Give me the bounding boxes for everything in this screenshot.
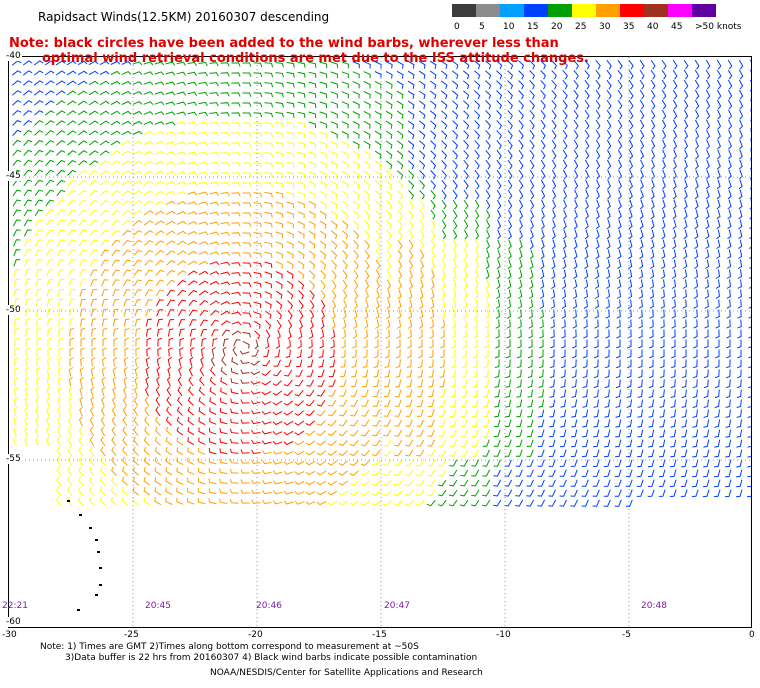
legend-label-45: 45	[671, 22, 683, 32]
lat-lon-grid	[9, 57, 751, 627]
legend-swatch-0	[452, 4, 476, 17]
legend-swatch-45	[668, 4, 692, 17]
isolated-track-points	[67, 500, 102, 611]
legend-label-15: 15	[527, 22, 539, 32]
legend-swatch-5	[476, 4, 500, 17]
lat-label-60: -60	[5, 617, 22, 627]
legend-swatch-35	[620, 4, 644, 17]
legend-label-40: 40	[647, 22, 659, 32]
legend-swatch-10	[500, 4, 524, 17]
lon-label-15: -15	[372, 630, 387, 640]
lon-label-30: -30	[2, 630, 17, 640]
lat-label-55: -55	[5, 454, 22, 464]
time-label-3: 20:46	[256, 601, 282, 611]
legend-label-25: 25	[575, 22, 587, 32]
footer-note-1: Note: 1) Times are GMT 2)Times along bot…	[40, 642, 419, 652]
legend-label-35: 35	[623, 22, 635, 32]
footer-credit: NOAA/NESDIS/Center for Satellite Applica…	[210, 668, 483, 678]
map-title: Rapidsact Winds(12.5KM) 20160307 descend…	[38, 10, 330, 24]
legend-swatch-20	[548, 4, 572, 17]
lon-label-25: -25	[124, 630, 139, 640]
lat-label-50: -50	[5, 305, 22, 315]
legend-swatch-50	[692, 4, 716, 17]
legend-label-20: 20	[551, 22, 563, 32]
wind-barb-map	[8, 56, 752, 628]
lon-label-5: -5	[622, 630, 631, 640]
lon-label-0: 0	[749, 630, 755, 640]
legend-label-50: >50 knots	[695, 22, 742, 32]
note-line-1: Note: black circles have been added to t…	[9, 36, 559, 51]
time-label-1: 22:21	[2, 601, 28, 611]
legend-label-0: 0	[454, 22, 460, 32]
time-label-2: 20:45	[145, 601, 171, 611]
note-line-2: optimal wind retrieval conditions are me…	[42, 51, 589, 66]
time-label-4: 20:47	[384, 601, 410, 611]
legend-label-10: 10	[503, 22, 515, 32]
lon-label-10: -10	[496, 630, 511, 640]
time-label-5: 20:48	[641, 601, 667, 611]
legend-label-5: 5	[479, 22, 485, 32]
legend-swatch-30	[596, 4, 620, 17]
legend-label-30: 30	[599, 22, 611, 32]
lat-label-40: -40	[5, 51, 22, 61]
wind-barbs	[11, 59, 751, 507]
legend-swatch-15	[524, 4, 548, 17]
note-banner: Note: black circles have been added to t…	[9, 36, 589, 66]
lat-label-45: -45	[5, 171, 22, 181]
legend-swatch-25	[572, 4, 596, 17]
legend-swatch-40	[644, 4, 668, 17]
lon-label-20: -20	[248, 630, 263, 640]
footer-note-2: 3)Data buffer is 22 hrs from 20160307 4)…	[65, 653, 478, 663]
